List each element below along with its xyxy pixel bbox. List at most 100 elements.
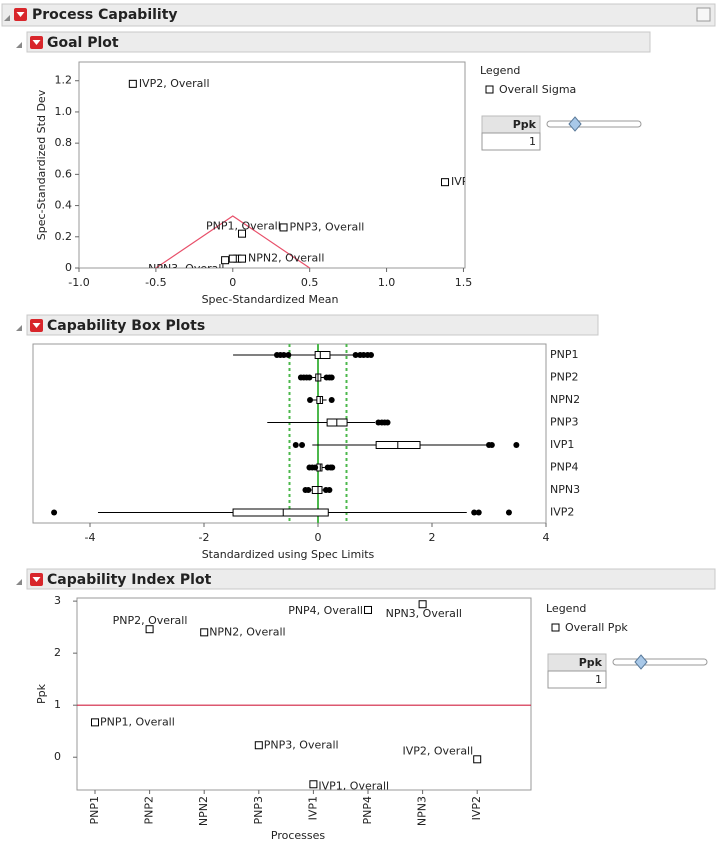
x-tick-label: -2 — [199, 531, 210, 544]
point-label: PNP1, Overall — [100, 715, 175, 728]
point-label: IVP2, Overall — [139, 77, 210, 90]
outlier — [51, 509, 58, 516]
disclosure[interactable] — [16, 325, 22, 331]
outlier — [384, 419, 391, 426]
outlier — [352, 352, 359, 358]
point — [473, 755, 482, 764]
ppk-input[interactable] — [481, 132, 541, 151]
y-tick-label: 1.2 — [55, 74, 73, 87]
x-tick-label: PNP3 — [252, 796, 265, 825]
point — [238, 229, 247, 238]
point — [128, 79, 137, 88]
point — [364, 605, 372, 614]
outlier — [280, 352, 287, 358]
ppk-input[interactable] — [547, 670, 607, 689]
box — [311, 486, 323, 494]
point — [254, 741, 263, 750]
section-title: Capability Box Plots — [47, 318, 205, 334]
slider-track — [612, 658, 708, 666]
x-tick-label: 0 — [315, 531, 322, 544]
point-label: NPN3, Overall — [148, 262, 224, 275]
panel-title: Process Capability — [32, 7, 178, 23]
point-label: NPN2, Overall — [248, 252, 324, 265]
x-tick-label: -0.5 — [145, 276, 166, 289]
outlier — [285, 352, 292, 358]
outlier — [305, 487, 312, 493]
point — [279, 223, 288, 232]
outlier — [306, 374, 313, 381]
outlier — [312, 464, 319, 471]
x-tick-label: PNP1 — [88, 796, 101, 825]
x-tick-label: 4 — [543, 531, 550, 544]
ppk-value: 1 — [529, 135, 536, 148]
point-label: NPN2, Overall — [209, 625, 285, 638]
outlier — [488, 442, 495, 448]
outlier — [368, 352, 375, 358]
menu-icon — [32, 577, 41, 582]
x-tick-label: 1.0 — [378, 276, 396, 289]
legend-title: Legend — [480, 64, 520, 77]
plot-area: PNP1, Overall NPN2, Overall PNP3, Overall I… — [128, 77, 522, 275]
outlier — [328, 374, 335, 381]
outlier — [513, 442, 520, 448]
row-label: NPN2 — [550, 393, 580, 406]
point — [228, 254, 237, 263]
point-label: IVP1, Overall — [451, 175, 522, 188]
point-label: PNP4, Overall — [288, 604, 363, 617]
y-tick-label: 0 — [65, 261, 72, 274]
row-label: PNP2 — [550, 371, 579, 384]
section-bar — [26, 314, 599, 336]
legend-marker — [485, 85, 494, 94]
point — [418, 600, 427, 609]
slider-thumb[interactable] — [634, 654, 648, 670]
goal-line — [155, 215, 311, 268]
disclosure[interactable] — [16, 579, 22, 585]
y-tick-label: 2 — [54, 646, 61, 659]
point — [200, 628, 209, 637]
x-tick-label: -1.0 — [68, 276, 89, 289]
row-label: PNP1 — [550, 348, 579, 361]
ppk-label: Ppk — [513, 118, 537, 131]
y-tick-label: 1.0 — [55, 105, 73, 118]
outlier — [328, 397, 335, 403]
outlier — [329, 464, 336, 471]
legend-marker — [551, 623, 560, 632]
menu-icon — [16, 12, 25, 17]
point — [238, 254, 247, 263]
x-tick-label: PNP2 — [143, 796, 156, 825]
x-tick-label: NPN3 — [416, 796, 429, 826]
outlier — [292, 442, 299, 448]
row-label: IVP2 — [550, 506, 574, 519]
plot-frame — [32, 343, 547, 524]
section-bar — [26, 568, 716, 590]
box — [314, 351, 331, 359]
point — [309, 780, 318, 789]
legend-title: Legend — [546, 602, 586, 615]
ppk-label: Ppk — [579, 656, 603, 669]
box — [232, 508, 329, 517]
point — [145, 625, 154, 634]
x-tick-label: -4 — [85, 531, 96, 544]
x-tick-label: PNP4 — [361, 796, 374, 825]
slider-track — [546, 120, 642, 128]
y-axis-title: Spec-Standardized Std Dev — [35, 89, 48, 240]
x-axis-title: Standardized using Spec Limits — [202, 548, 375, 561]
x-tick-label: 0 — [229, 276, 236, 289]
outlier — [471, 509, 478, 516]
y-axis-title: Ppk — [35, 683, 48, 704]
disclosure[interactable] — [4, 15, 10, 21]
disclosure[interactable] — [16, 42, 22, 48]
point — [441, 178, 450, 187]
header-bar — [1, 3, 716, 27]
point — [221, 256, 230, 265]
options-button[interactable] — [696, 7, 711, 22]
slider-thumb[interactable] — [568, 116, 582, 132]
outlier — [307, 397, 314, 403]
menu-icon — [32, 323, 41, 328]
y-tick-label: 3 — [54, 594, 61, 607]
point-label: NPN3, Overall — [386, 607, 462, 620]
outlier — [299, 442, 306, 448]
legend-label: Overall Sigma — [499, 83, 576, 96]
